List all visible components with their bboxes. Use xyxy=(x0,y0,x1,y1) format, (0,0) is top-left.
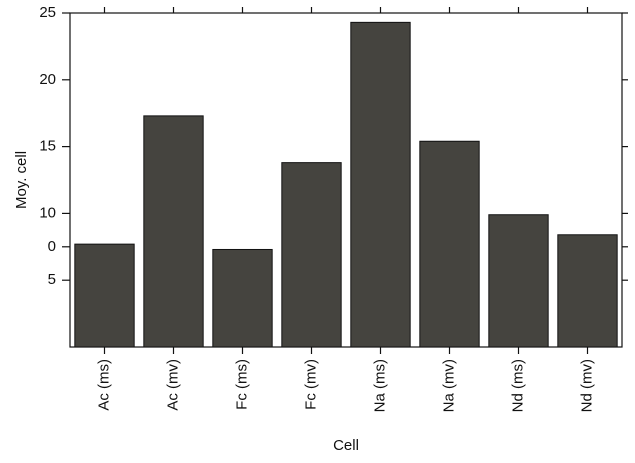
bar xyxy=(557,234,618,348)
plot-frame xyxy=(69,12,623,348)
bar xyxy=(74,243,135,348)
x-tick-label: Nd (mv) xyxy=(578,359,595,412)
x-tick-label: Fc (mv) xyxy=(302,359,319,410)
y-tick-label: 0 xyxy=(48,238,56,255)
bar xyxy=(419,140,480,348)
bar xyxy=(281,162,342,348)
y-tick-label: 15 xyxy=(39,138,56,155)
x-tick-label: Nd (ms) xyxy=(509,359,526,412)
x-axis-title: Cell xyxy=(333,437,359,454)
x-tick-label: Na (mv) xyxy=(440,359,457,412)
x-tick-label: Fc (ms) xyxy=(233,359,250,410)
y-axis-title: Moy. cell xyxy=(13,151,30,209)
y-tick-label: 10 xyxy=(39,204,56,221)
x-tick-label: Ac (ms) xyxy=(95,359,112,411)
x-tick-label: Ac (mv) xyxy=(164,359,181,411)
bar xyxy=(143,115,204,348)
bar xyxy=(350,21,411,348)
y-tick-label: 20 xyxy=(39,71,56,88)
y-tick-label: 5 xyxy=(48,271,56,288)
y-tick-label: 25 xyxy=(39,4,56,21)
bar xyxy=(212,248,273,348)
x-tick-label: Na (ms) xyxy=(371,359,388,412)
bar xyxy=(488,214,549,348)
